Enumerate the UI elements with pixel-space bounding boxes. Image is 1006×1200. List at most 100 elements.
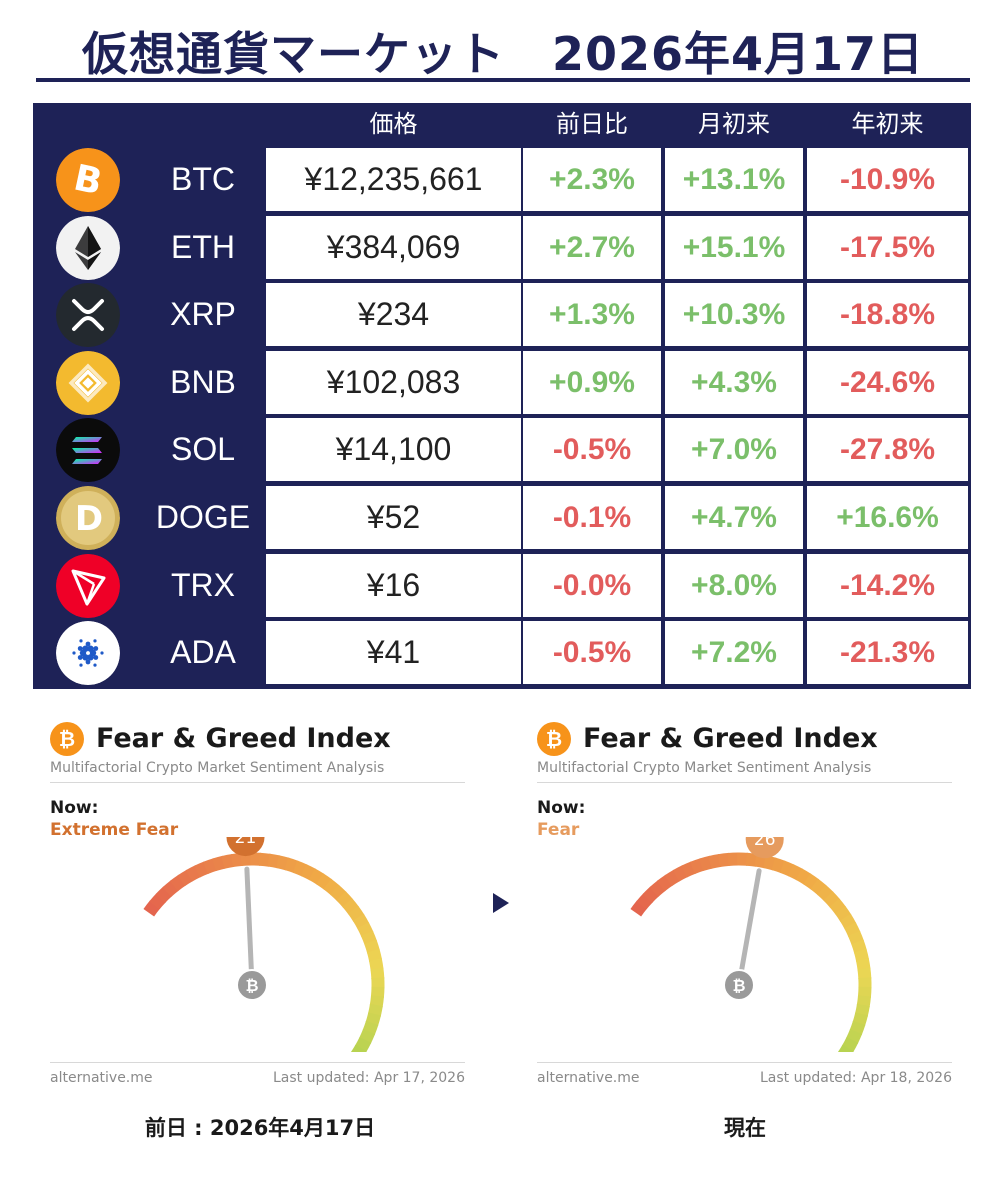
gauge-arc-segment [194,861,210,878]
gauge-arc-segment [221,853,235,869]
year-change: -21.3% [807,621,968,685]
gauge-arc-segment [810,878,827,896]
fear-greed-subtitle: Multifactorial Crypto Market Sentiment A… [50,760,385,776]
gauge-arc-segment [854,1003,870,1017]
coin-logo-cell: D [37,484,139,551]
gauge-arc-segment [308,868,325,885]
coin-symbol: BNB [170,363,236,400]
gauge-arc-segment [708,853,722,869]
caption-previous: 前日 : 2026年4月17日 [144,1116,376,1140]
gauge-value-label: 26 [754,837,776,850]
gauge-arc-segment [853,948,870,963]
coin-symbol: DOGE [155,499,251,535]
gauge-arc-segment [690,858,705,874]
gauge-arc-segment [354,1037,372,1052]
gauge-arc-segment [771,857,786,874]
gauge-arc-segment [856,995,871,1008]
coin-symbol: ETH [171,228,235,265]
year-change: -24.6% [807,350,968,414]
day-change: -0.5% [523,418,661,482]
gauge-arc-segment [717,852,730,868]
day-change: +1.3% [523,283,661,347]
gauge-arc-segment [155,886,173,904]
gauge-arc-segment [817,884,834,902]
coin-price: ¥234 [266,283,521,347]
month-change: +4.7% [665,486,803,549]
cardano-icon [56,621,120,686]
gauge-arc-segment [342,898,360,915]
gauge-value-badge [745,837,784,859]
gauge-arc-segment [367,1003,383,1017]
gauge-arc-segment [837,1044,854,1052]
gauge-arc-segment [347,905,365,922]
coin-symbol: ADA [170,634,236,671]
sentiment-classification: Extreme Fear [50,820,179,840]
gauge-arc-segment [649,880,666,897]
source-label[interactable]: alternative.me [50,1070,153,1086]
fear-greed-subtitle: Multifactorial Crypto Market Sentiment A… [537,760,872,776]
fear-greed-title: Fear & Greed Index [583,723,878,754]
coin-symbol: SOL [170,431,236,468]
solana-icon [56,418,120,483]
gauge-arc-segment [642,886,660,904]
table-row: ETH ¥384,069 +2.7% +15.1% -17.5% [33,214,971,281]
title-bar: 仮想通貨マーケット 2026年4月17日 [36,16,970,82]
gauge-arc-segment [292,860,308,877]
gauge-arc-segment [352,913,370,930]
gauge-arc-segment [323,878,340,896]
gauge-arc-segment [330,884,347,902]
year-change: -27.8% [807,418,968,482]
svg-text:D: D [75,499,103,539]
gauge-arc-segment [369,995,384,1008]
gauge-arc-segment [362,1020,379,1036]
coin-price: ¥16 [266,553,521,617]
coin-logo-cell [37,281,139,348]
ethereum-icon [56,215,120,280]
gauge-arc-segment [857,986,872,998]
gauge-arc-segment [177,869,194,887]
gauge-arc-segment [300,864,317,881]
month-change: +15.1% [665,215,803,279]
gauge-arc-segment [365,1012,381,1027]
year-change: -17.5% [807,215,968,279]
gauge-needle [736,868,762,988]
gauge-arc-segment [143,900,161,917]
source-label[interactable]: alternative.me [537,1070,640,1086]
coin-logo-cell [37,619,139,686]
month-change: +7.0% [665,418,803,482]
gauge-arc-segment [358,1029,376,1044]
gauge-arc-segment [276,855,290,871]
gauge-hub-glyph: ₿ [245,976,258,995]
gauge-arc-segment [316,873,333,890]
year-change: -10.9% [807,148,968,211]
gauge-arc-segment [763,855,777,871]
divider [537,1062,952,1063]
table-row: TRX ¥16 -0.0% +8.0% -14.2% [33,552,971,619]
play-arrow-icon [493,893,509,913]
gauge-arc-segment [169,874,186,892]
gauge-hub-bitcoin-icon [723,969,755,1001]
gauge-arc-segment [787,864,804,881]
table-row: BNB ¥102,083 +0.9% +4.3% -24.6% [33,349,971,416]
last-updated: Last updated: Apr 18, 2026 [759,1070,952,1086]
gauge-arc-segment [630,900,648,917]
month-change: +13.1% [665,148,803,211]
header-price: 価格 [369,110,418,138]
table-row: SOL ¥14,100 -0.5% +7.0% -27.8% [33,416,971,483]
gauge-arc-segment [672,865,689,882]
gauge-arc-segment [852,1012,868,1027]
gauge-arc-segment [267,853,281,869]
gauge-arc-segment [636,893,653,910]
month-change: +10.3% [665,283,803,347]
coin-price: ¥41 [266,621,521,685]
bitcoin-icon: ₿ [50,722,84,756]
header-day-change: 前日比 [556,110,628,138]
doge-icon: D [56,486,120,550]
coin-logo-cell [37,214,139,281]
gauge-arc-segment [185,865,202,882]
gauge-arc-segment [149,893,166,910]
bitcoin-icon: ₿ [537,722,571,756]
gauge-arc-segment [364,939,380,954]
year-change: -18.8% [807,283,968,347]
fear-greed-panel-previous: ₿ Fear & Greed Index Multifactorial Cryp… [50,712,470,1102]
